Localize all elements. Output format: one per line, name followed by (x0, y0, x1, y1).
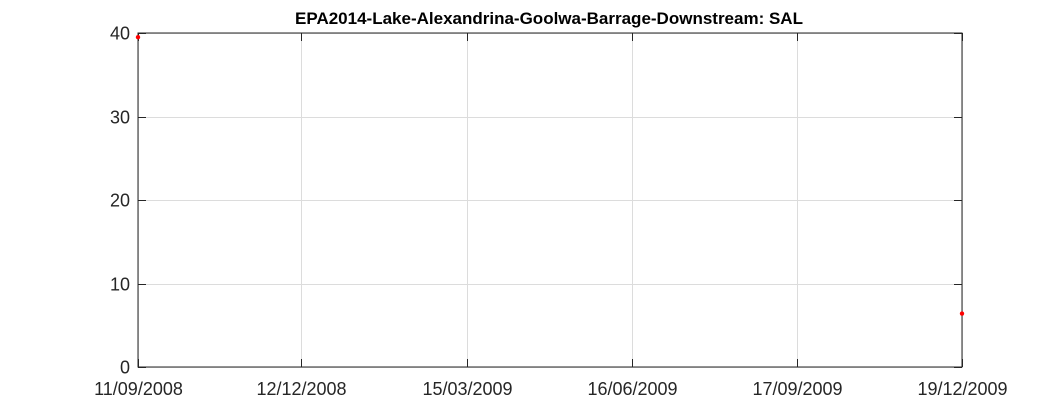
y-tick-label: 0 (120, 358, 130, 378)
x-tick-label: 12/12/2008 (256, 379, 346, 399)
data-point (135, 34, 141, 40)
y-tick-label: 30 (110, 108, 130, 128)
grid-layer (138, 33, 963, 368)
y-tick-label: 40 (110, 24, 130, 44)
data-points (135, 34, 965, 316)
y-tick-label: 20 (110, 191, 130, 211)
x-tick-label: 16/06/2009 (587, 379, 677, 399)
chart-title: EPA2014-Lake-Alexandrina-Goolwa-Barrage-… (295, 9, 803, 28)
x-tick-label: 19/12/2009 (917, 379, 1007, 399)
x-tick-label: 17/09/2009 (752, 379, 842, 399)
y-tick-label: 10 (110, 275, 130, 295)
data-point (959, 311, 965, 316)
ticks-layer: 11/09/2008 12/12/2008 15/03/2009 16/06/2009… (94, 24, 1007, 400)
x-tick-label: 15/03/2009 (422, 379, 512, 399)
x-tick-label: 11/09/2008 (94, 379, 183, 399)
